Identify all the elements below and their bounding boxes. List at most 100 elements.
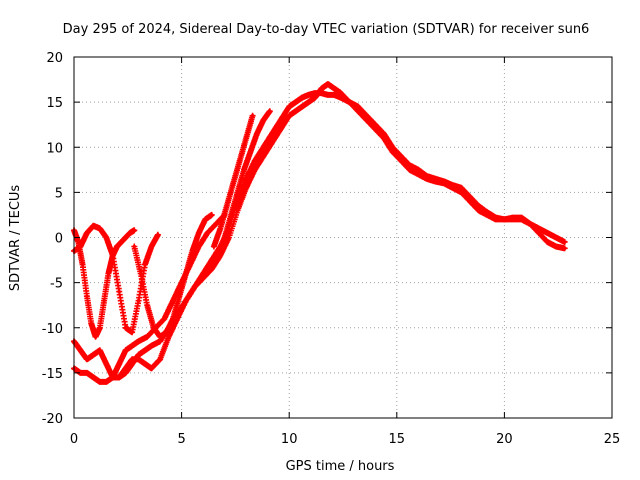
data-point xyxy=(149,366,154,371)
data-point xyxy=(218,226,223,231)
data-point xyxy=(110,253,115,258)
data-point xyxy=(117,289,121,294)
y-tick-label: 15 xyxy=(46,96,63,111)
data-point xyxy=(300,104,304,109)
data-point xyxy=(528,222,533,226)
data-point xyxy=(98,348,102,353)
x-tick-label: 10 xyxy=(281,432,298,447)
data-point xyxy=(136,298,141,303)
data-point xyxy=(164,330,169,335)
data-point xyxy=(192,285,197,289)
data-point xyxy=(123,348,128,353)
data-point xyxy=(132,228,137,233)
chart-title: Day 295 of 2024, Sidereal Day-to-day VTE… xyxy=(63,22,590,37)
data-point xyxy=(203,217,208,222)
data-point xyxy=(493,215,498,220)
data-point xyxy=(128,231,132,235)
data-point xyxy=(85,294,89,298)
x-tick-label: 15 xyxy=(389,432,406,447)
x-tick-label: 5 xyxy=(177,432,185,447)
data-point xyxy=(119,240,124,244)
data-point xyxy=(242,168,246,172)
data-point xyxy=(224,204,229,208)
data-point xyxy=(278,118,283,122)
data-point xyxy=(270,131,274,136)
data-point xyxy=(252,158,257,163)
series-2 xyxy=(71,81,568,385)
data-point xyxy=(104,362,109,366)
data-point xyxy=(261,154,266,159)
data-point xyxy=(106,271,111,276)
data-series xyxy=(71,81,568,385)
data-point xyxy=(306,100,311,104)
data-point xyxy=(306,93,311,97)
x-axis-label: GPS time / hours xyxy=(286,459,395,474)
data-point xyxy=(136,339,141,344)
data-point xyxy=(166,334,171,339)
series-8 xyxy=(221,108,273,241)
y-tick-label: -10 xyxy=(42,322,63,337)
data-point xyxy=(382,131,386,136)
data-point xyxy=(212,244,216,249)
data-point xyxy=(102,298,106,303)
data-point xyxy=(407,163,412,168)
data-point xyxy=(433,177,438,181)
data-point xyxy=(293,100,298,104)
data-point xyxy=(149,344,154,348)
data-point xyxy=(502,217,507,222)
data-point xyxy=(85,231,89,235)
data-point xyxy=(158,339,162,344)
data-point xyxy=(227,235,231,240)
data-point xyxy=(326,82,330,86)
data-point xyxy=(91,375,96,380)
data-point xyxy=(93,334,98,339)
data-point xyxy=(261,118,266,122)
data-point xyxy=(184,298,188,303)
data-point xyxy=(85,371,89,375)
data-point xyxy=(188,262,193,267)
data-point xyxy=(130,344,134,348)
data-point xyxy=(110,375,115,380)
data-point xyxy=(156,232,160,237)
data-point xyxy=(179,280,184,285)
data-point xyxy=(364,113,369,118)
data-point xyxy=(222,235,227,240)
data-point xyxy=(171,316,175,321)
data-point xyxy=(554,244,558,249)
y-tick-label: 10 xyxy=(46,141,63,156)
x-tick-label: 20 xyxy=(496,432,513,447)
data-point xyxy=(78,371,83,375)
data-point xyxy=(91,353,96,357)
data-point xyxy=(209,213,214,217)
data-point xyxy=(117,362,121,366)
data-point xyxy=(468,195,472,199)
data-point xyxy=(117,375,121,380)
data-point xyxy=(197,244,201,249)
data-point xyxy=(545,231,550,235)
data-point xyxy=(214,222,218,226)
data-point xyxy=(416,168,421,172)
grid xyxy=(74,57,612,418)
data-point xyxy=(231,181,236,186)
data-point xyxy=(209,258,214,262)
data-point xyxy=(85,357,89,362)
data-point xyxy=(104,380,109,384)
data-point xyxy=(149,244,154,249)
data-point xyxy=(89,321,94,326)
data-point xyxy=(244,136,248,141)
data-point xyxy=(356,104,360,109)
data-point xyxy=(104,235,109,240)
data-point xyxy=(554,235,558,240)
data-point xyxy=(450,183,455,187)
data-point xyxy=(153,325,158,330)
data-point xyxy=(313,95,317,100)
data-point xyxy=(300,95,304,100)
axis-ticks: 0 5 10 15 20 25 -20 -15 -10 -5 0 5 10 15 20 xyxy=(42,51,621,447)
data-point xyxy=(537,231,541,235)
data-point xyxy=(171,298,175,303)
y-tick-label: -5 xyxy=(50,277,63,292)
y-tick-label: -20 xyxy=(42,412,63,427)
data-point xyxy=(91,223,96,228)
data-point xyxy=(278,127,283,131)
